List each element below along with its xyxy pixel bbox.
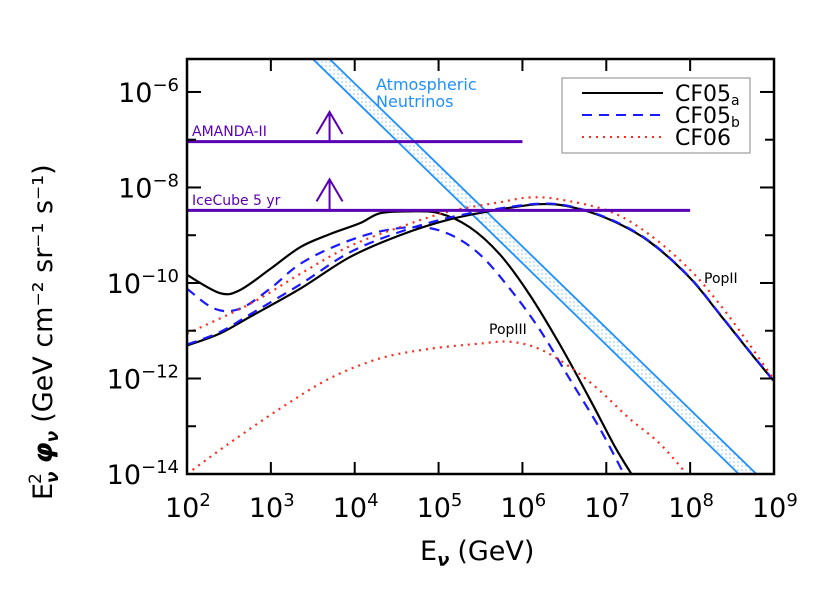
plot-frame: [185, 57, 776, 476]
icecube-arrow-up-icon: [315, 177, 344, 211]
series-line-cf05a-popii: [187, 202, 774, 382]
x-tick-label: 103: [249, 490, 295, 524]
series-line-cf06-popiii: [187, 340, 688, 474]
icecube-label: IceCube 5 yr: [192, 193, 281, 209]
y-tick-label: 10−6: [118, 75, 179, 109]
y-tick-label: 10−10: [107, 266, 179, 300]
x-tick-label: 102: [165, 490, 211, 524]
atmospheric-band-lower-edge: [312, 59, 740, 474]
amanda-arrow-up-icon: [315, 110, 344, 142]
x-tick-label: 106: [500, 490, 546, 524]
x-tick-label: 108: [668, 490, 714, 524]
atmospheric-label-1: Atmospheric: [376, 75, 477, 94]
legend-label-cf05b: CF05b: [675, 104, 740, 131]
x-tick-label: 109: [752, 490, 798, 524]
legend-label-cf06: CF06: [675, 126, 731, 151]
series-line-cf05a-popiii: [187, 210, 633, 474]
series-line-cf05b-popii: [187, 202, 774, 381]
x-tick-label: 105: [417, 490, 463, 524]
x-axis-label: Eν (GeV): [420, 536, 534, 571]
x-tick-label: 107: [584, 490, 630, 524]
y-tick-label: 10−14: [107, 457, 179, 491]
popiii-label: PopIII: [489, 322, 527, 338]
legend: CF05a CF05b CF06: [561, 77, 751, 154]
series-line-cf05b-popiii: [187, 225, 625, 474]
y-tick-label: 10−8: [118, 170, 179, 204]
y-tick-label: 10−12: [107, 361, 179, 395]
popii-label: PopII: [704, 271, 738, 287]
amanda-label: AMANDA-II: [192, 124, 267, 140]
atmospheric-band-fill: [312, 59, 757, 474]
series-line-cf06-popii: [187, 196, 774, 380]
x-tick-label: 104: [333, 490, 379, 524]
legend-label-cf05a: CF05a: [675, 82, 740, 109]
y-axis-label: E2νφν(GeV cm⁻² sr⁻¹ s⁻¹): [26, 164, 63, 500]
atmospheric-label-2: Neutrinos: [376, 92, 454, 111]
atmospheric-band-upper-edge: [328, 59, 758, 474]
